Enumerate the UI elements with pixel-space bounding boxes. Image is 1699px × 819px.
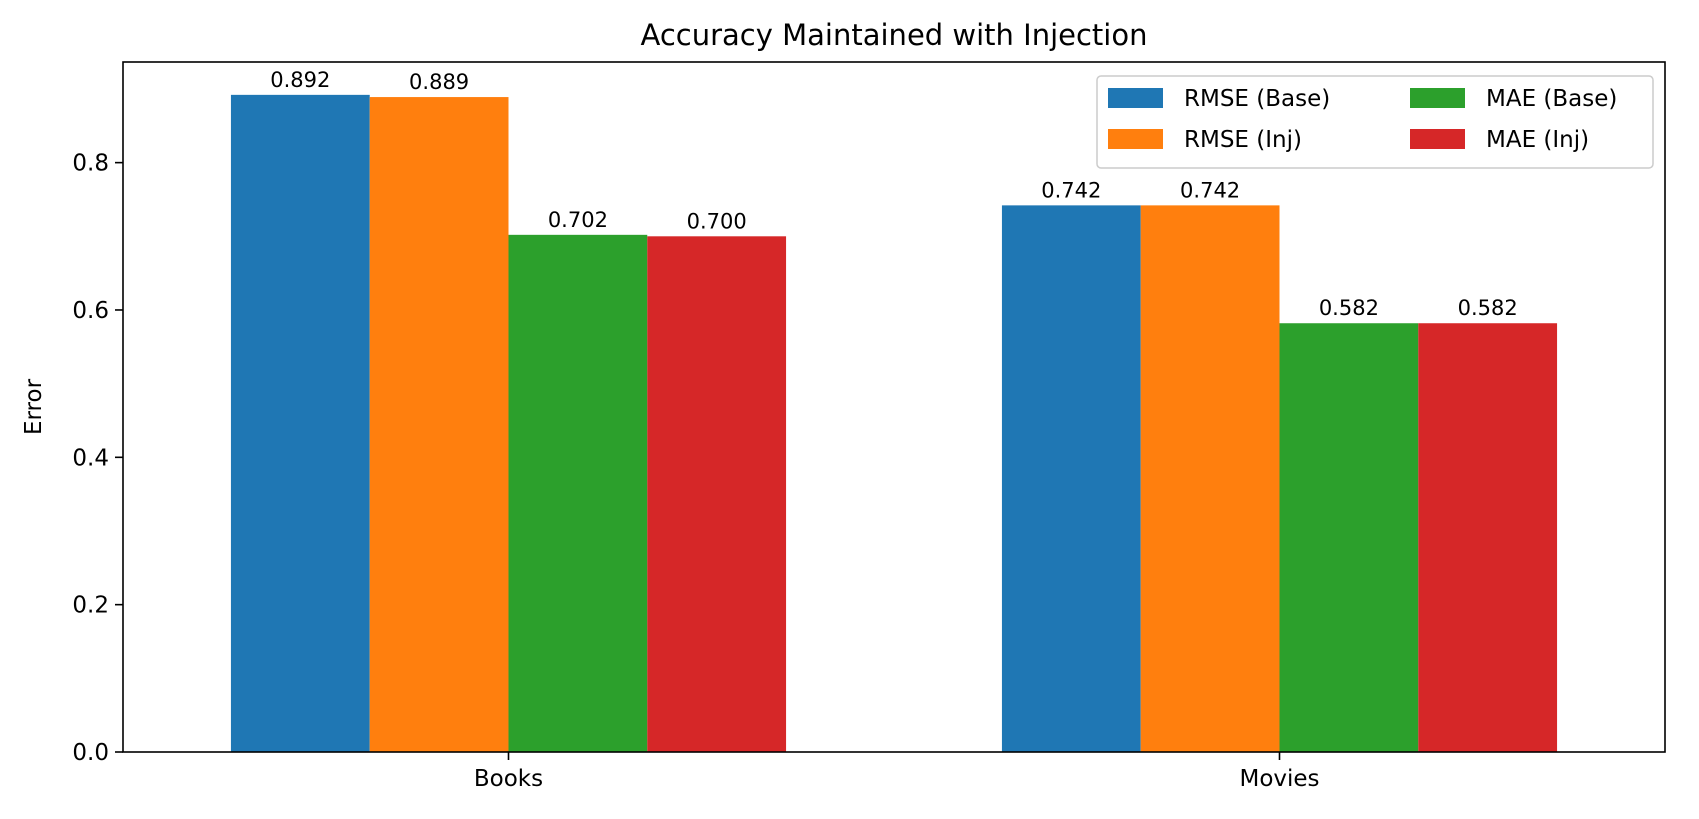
bar-rmse-inj-movies [1140,205,1280,753]
bars-layer [230,94,1558,753]
plot-frame [122,61,1666,753]
y-tick-label: 0.6 [72,298,109,324]
bar-value-label: 0.742 [1180,178,1240,202]
legend-swatch [1108,129,1163,149]
bar-value-label: 0.889 [409,70,469,94]
legend-box [1096,75,1654,169]
y-axis: 0.0 0.2 0.4 0.6 0.8 [72,151,123,766]
bar-mae-base-books [508,234,648,752]
bar-mae-base-movies [1279,323,1419,752]
legend-swatch [1410,129,1465,149]
legend-swatch [1410,88,1465,108]
bar-value-label: 0.892 [270,68,330,92]
y-tick-label: 0.8 [72,151,109,177]
bar-mae-inj-movies [1418,323,1558,752]
bar-value-label: 0.742 [1041,178,1101,202]
x-tick-label: Books [474,766,543,792]
y-tick-label: 0.0 [72,740,109,766]
legend-label: MAE (Base) [1486,86,1617,112]
x-tick-label: Movies [1239,766,1319,792]
bar-mae-inj-books [647,236,787,752]
legend-label: RMSE (Inj) [1184,127,1302,153]
bar-rmse-base-movies [1001,205,1141,753]
legend-label: RMSE (Base) [1184,86,1330,112]
y-tick-label: 0.2 [72,593,109,619]
y-tick-label: 0.4 [72,445,109,471]
legend-swatch [1108,88,1163,108]
bar-value-label: 0.582 [1319,296,1379,320]
bar-value-label: 0.702 [548,208,608,232]
bar-labels-layer: 0.892 0.742 0.889 0.742 0.702 0.582 0.700 0.582 [270,68,1517,320]
bar-rmse-base-books [230,94,370,753]
chart-title: Accuracy Maintained with Injection [641,18,1148,52]
bar-rmse-inj-books [369,97,509,752]
bar-value-label: 0.582 [1458,296,1518,320]
legend-label: MAE (Inj) [1486,127,1589,153]
y-axis-label: Error [21,378,47,435]
bar-value-label: 0.700 [687,209,747,233]
x-axis: Books Movies [474,752,1320,792]
legend: RMSE (Base) RMSE (Inj) MAE (Base) MAE (Inj) [1096,75,1654,169]
